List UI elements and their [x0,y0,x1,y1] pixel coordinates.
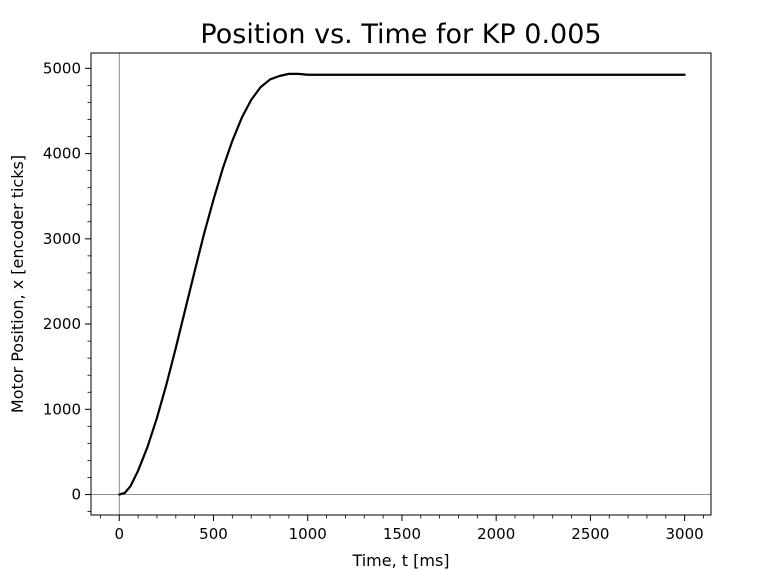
plot-area: 0 500 1000 1500 2000 2500 3000 0 1000 2000 3000 400… [43,52,712,543]
y-tick-label: 2000 [43,315,81,333]
x-tick-label: 1000 [289,525,327,543]
series-line-0 [118,72,686,496]
x-tick-label: 2000 [477,525,515,543]
x-tick-label: 0 [114,525,124,543]
x-tick-label: 3000 [666,525,704,543]
plot-frame [90,52,712,516]
y-tick-label: 3000 [43,230,81,248]
x-tick-label: 2500 [571,525,609,543]
x-tick-label: 500 [199,525,228,543]
x-tick-label: 1500 [383,525,421,543]
y-tick-label: 1000 [43,400,81,418]
y-tick-label: 0 [71,486,81,504]
y-axis-title: Motor Position, x [encoder ticks] [8,155,27,413]
y-tick-label: 4000 [43,145,81,163]
x-axis-title: Time, t [ms] [351,551,449,570]
chart-title: Position vs. Time for KP 0.005 [200,19,601,50]
y-tick-label: 5000 [43,59,81,77]
